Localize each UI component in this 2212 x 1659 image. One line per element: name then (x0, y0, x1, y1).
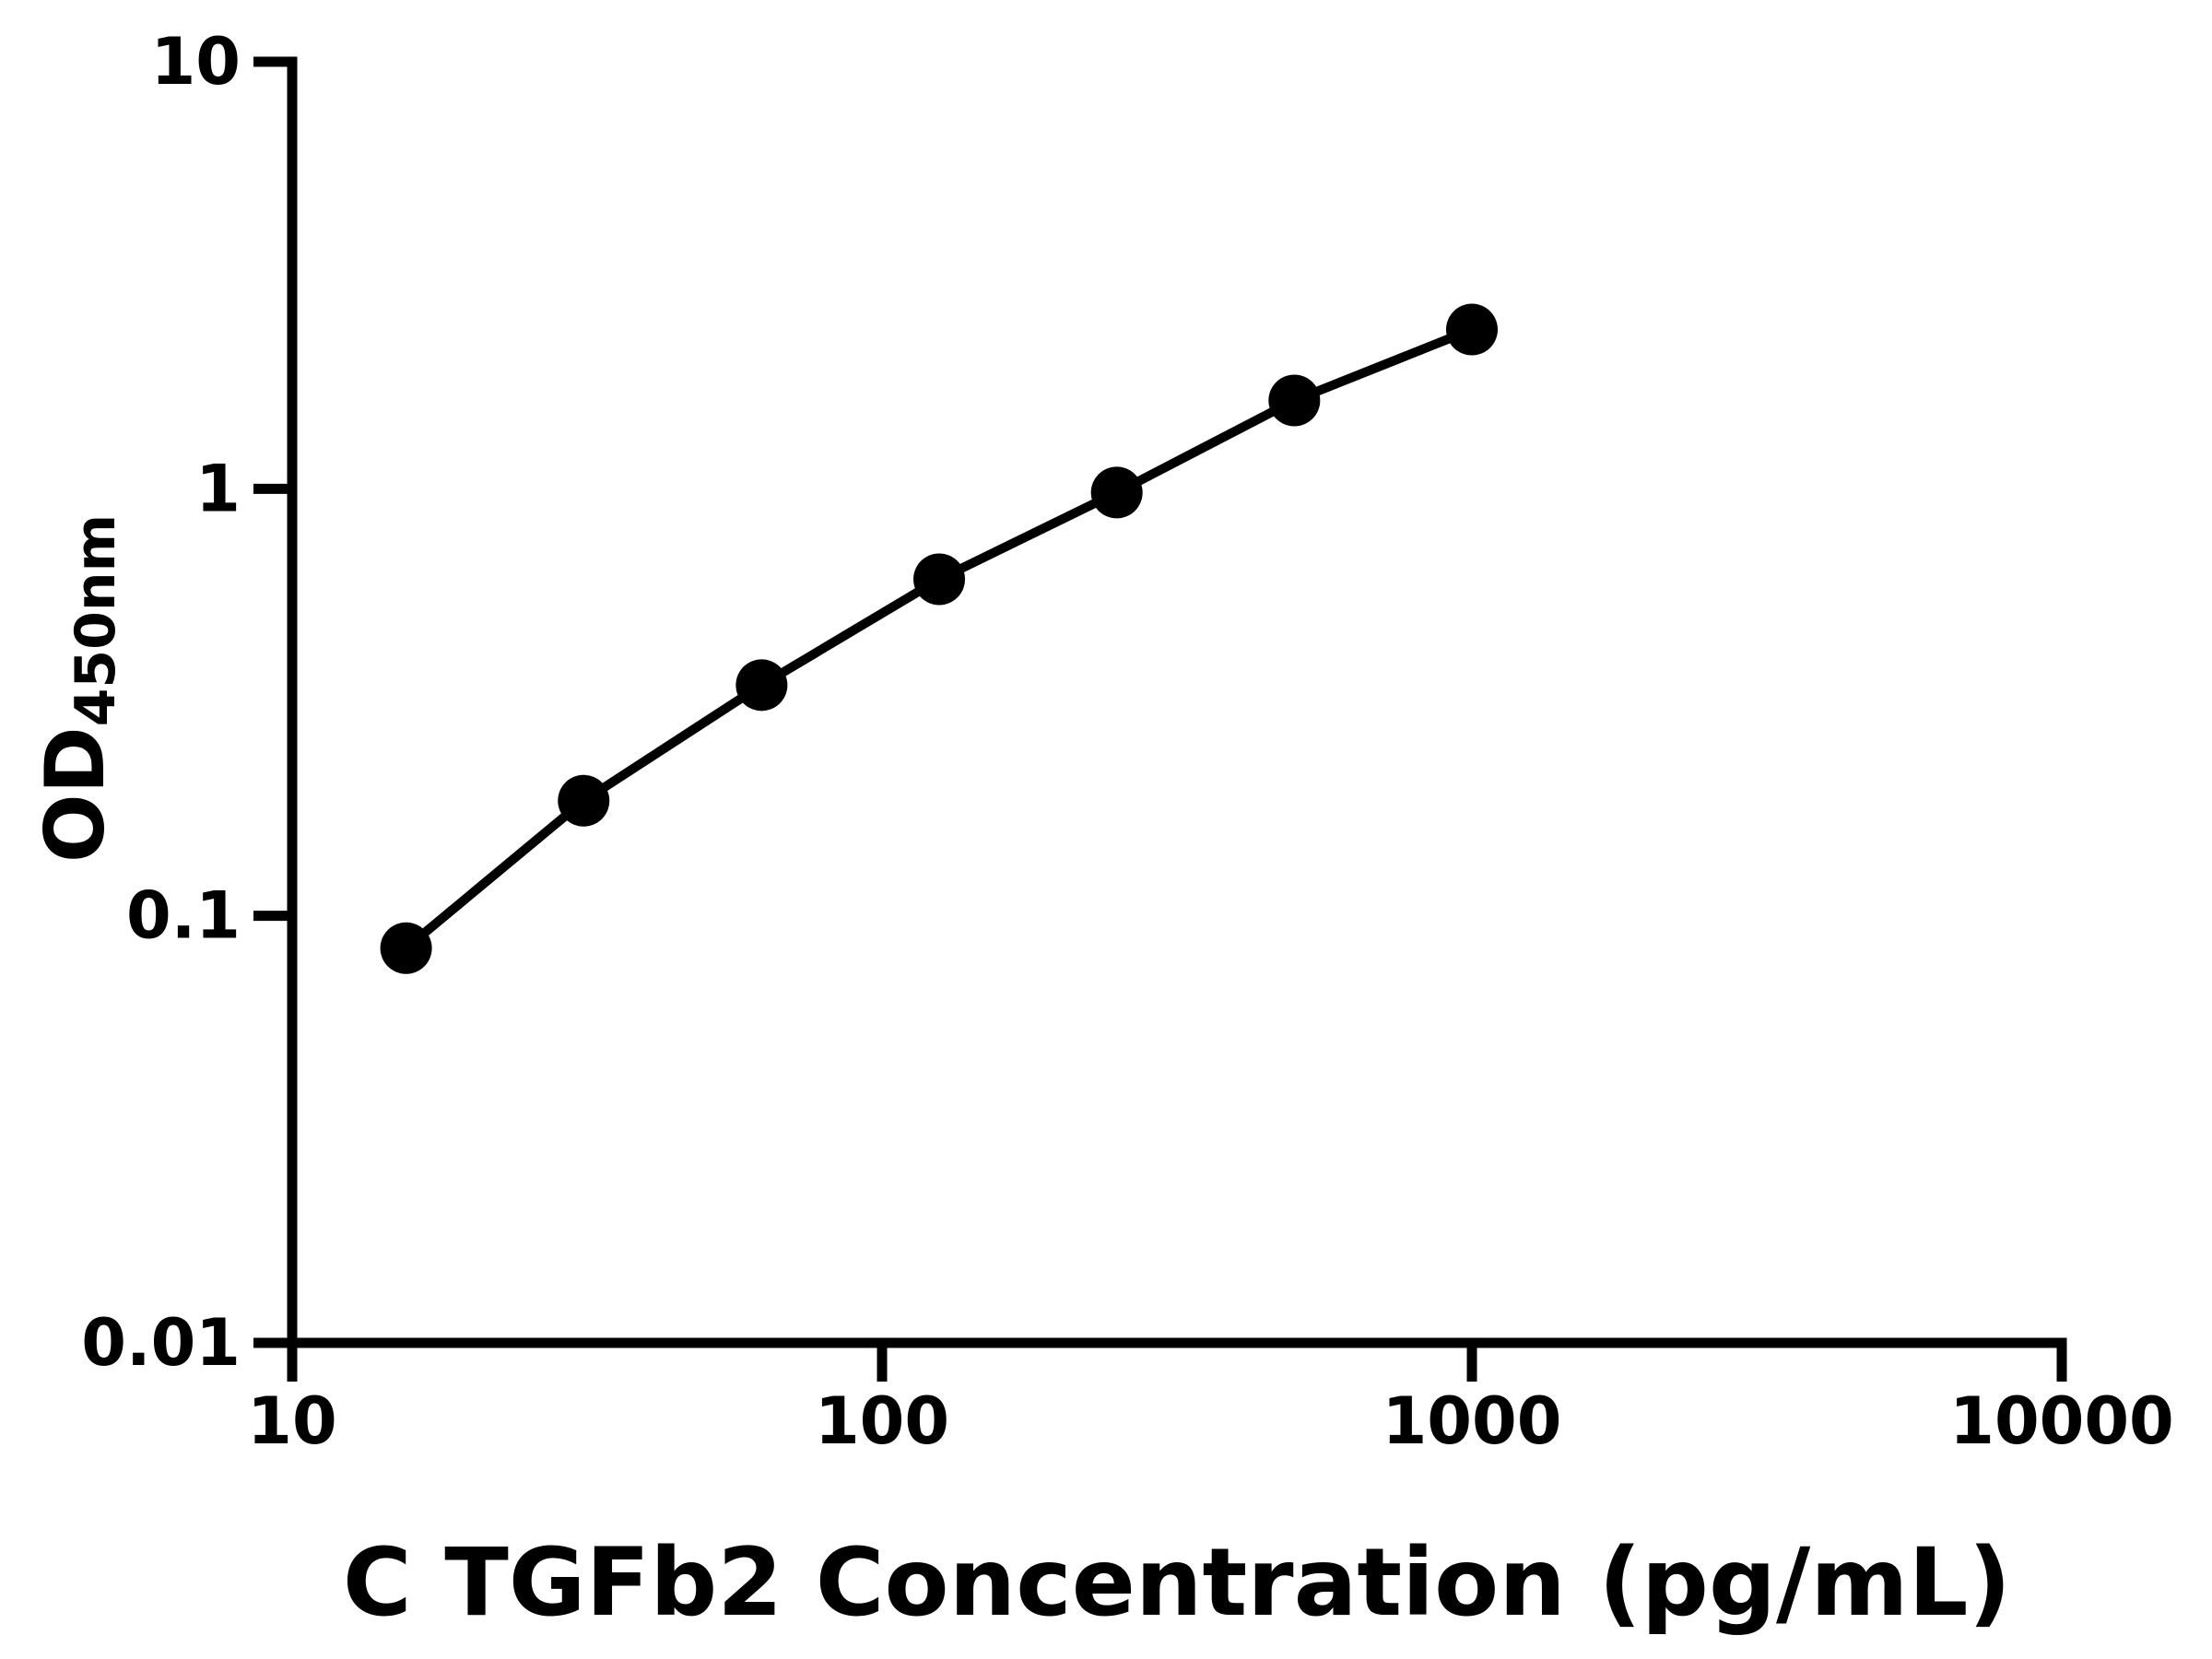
x-axis-tick-label-10000: 10000 (1949, 1383, 2174, 1459)
y-axis-title: OD450nm (28, 514, 128, 863)
standard-curve-line (401, 324, 1477, 953)
data-point-marker-5 (1090, 466, 1143, 519)
x-axis-title: C TGFb2 Concentration (pg/mL) (343, 1528, 2011, 1638)
y-axis-tick-label-0.01: 0.01 (81, 1305, 241, 1381)
data-point-marker-7 (1446, 303, 1498, 356)
data-point-marker-2 (558, 774, 610, 827)
y-axis-tick-label-1: 1 (195, 451, 241, 526)
data-point-marker-6 (1268, 374, 1321, 427)
data-point-marker-3 (735, 659, 788, 712)
x-axis-tick-label-1000: 1000 (1382, 1383, 1562, 1459)
x-axis-tick-label-10: 10 (247, 1383, 336, 1459)
data-point-marker-1 (380, 922, 432, 974)
x-axis-tick-label-100: 100 (815, 1383, 949, 1459)
data-point-marker-4 (913, 553, 966, 606)
y-axis-tick-label-10: 10 (151, 24, 241, 100)
y-axis-title-subscript: 450nm (64, 514, 128, 726)
y-axis-tick-label-0.1: 0.1 (126, 878, 241, 954)
y-axis-title-main: OD (28, 726, 123, 863)
